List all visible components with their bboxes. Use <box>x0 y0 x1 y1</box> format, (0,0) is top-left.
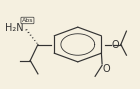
Text: Abs: Abs <box>22 18 33 23</box>
Text: H₂N: H₂N <box>5 23 24 33</box>
Text: O: O <box>102 64 110 74</box>
Text: O: O <box>111 40 119 49</box>
